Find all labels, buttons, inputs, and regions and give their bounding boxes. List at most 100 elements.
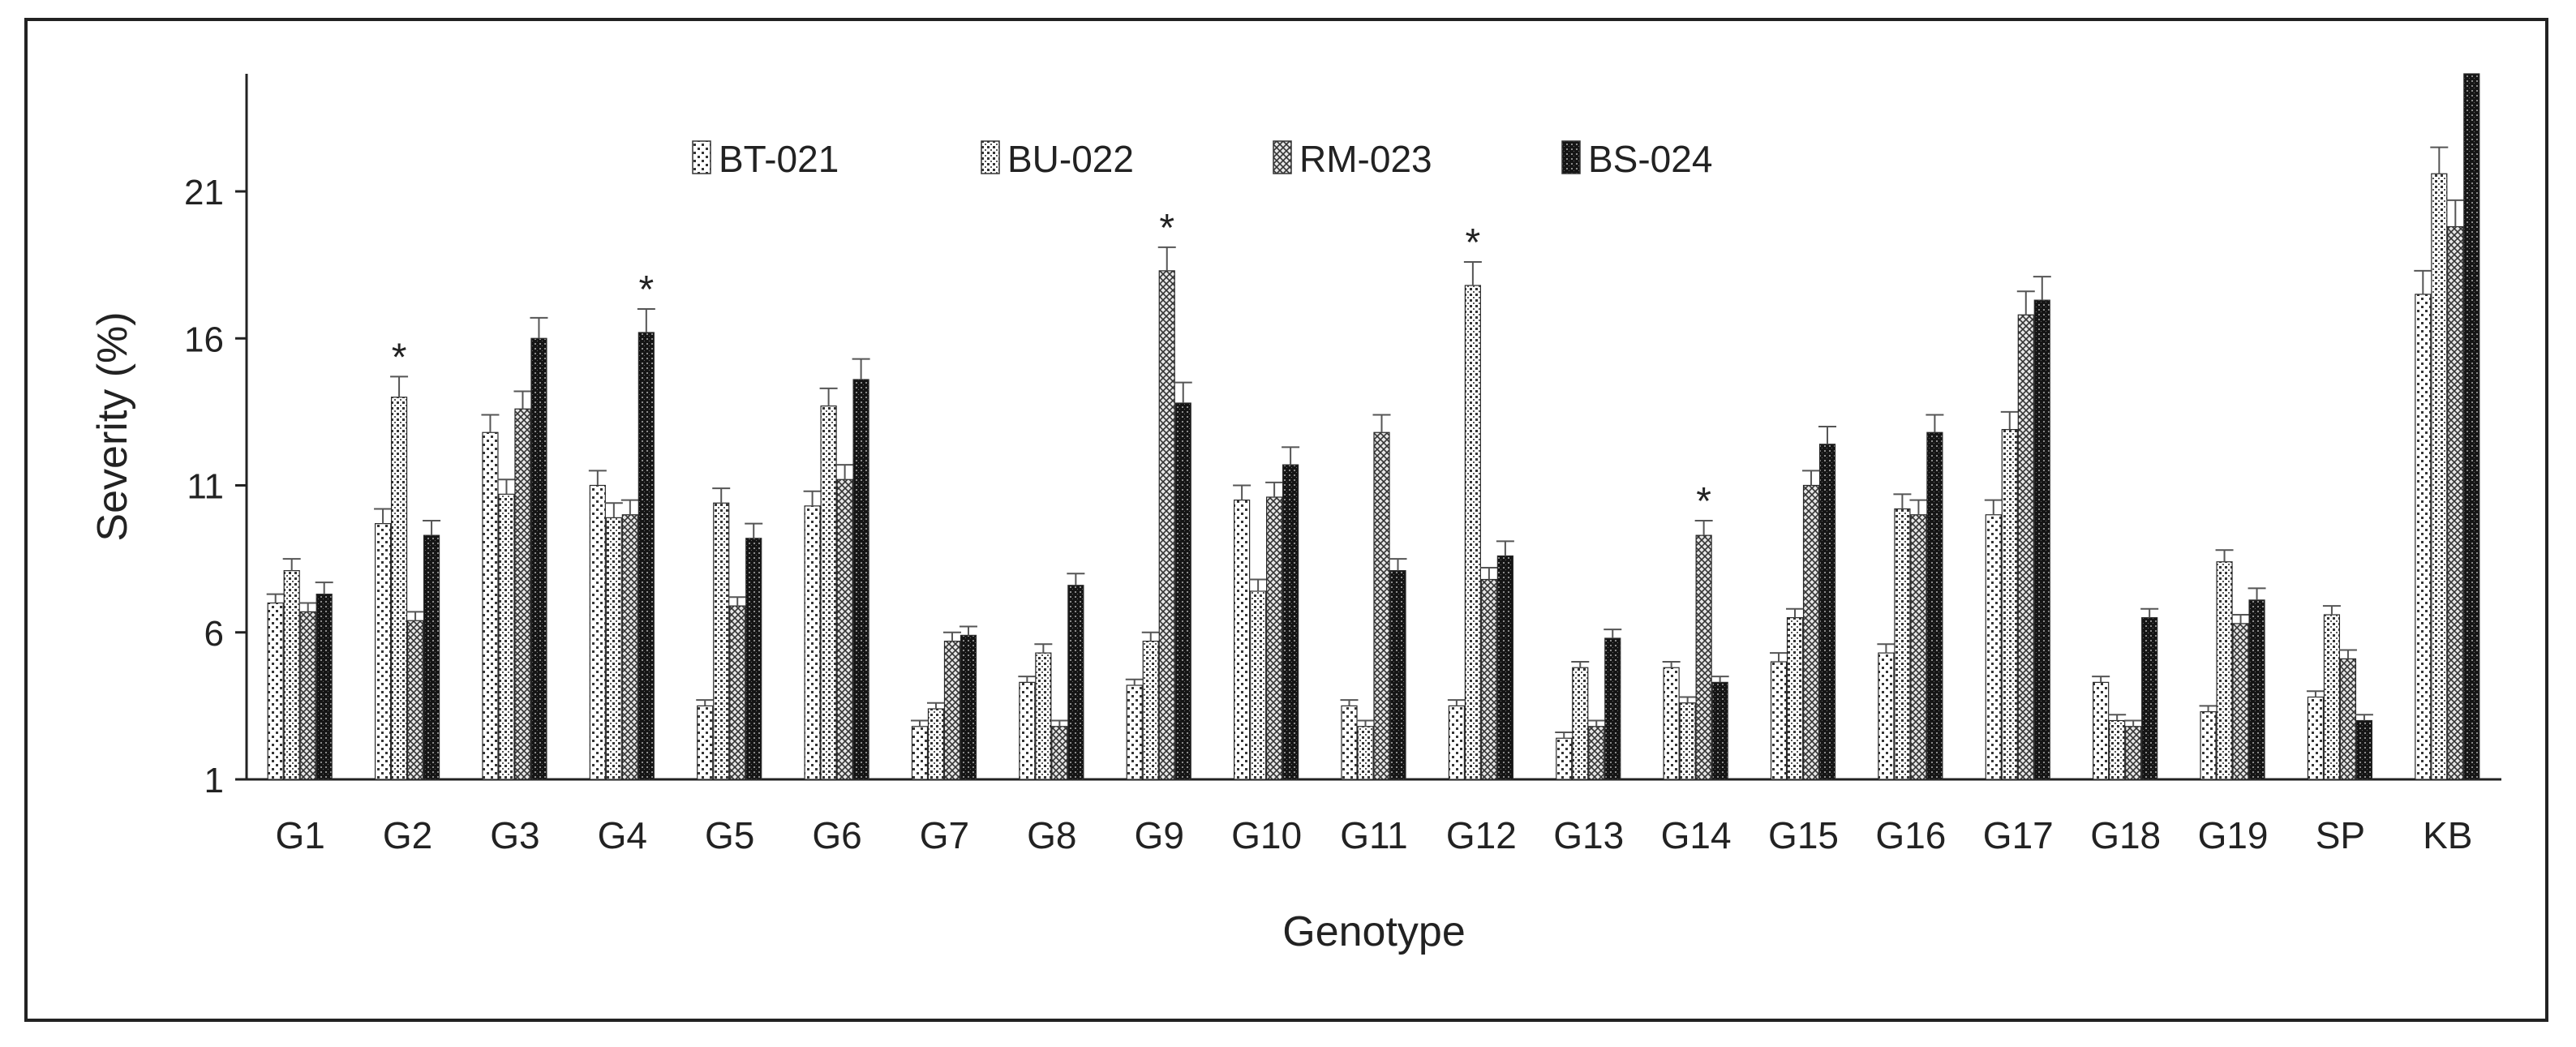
bar-kb-bs-024	[2463, 73, 2480, 780]
bar-g3-rm-023	[514, 408, 531, 780]
bar-g14-bu-022	[1679, 702, 1696, 780]
x-tick-label: G11	[1340, 814, 1408, 856]
legend-swatch	[981, 140, 1000, 174]
bar-g15-rm-023	[1802, 484, 1820, 780]
bar-g1-bu-022	[283, 570, 300, 780]
bar-g12-rm-023	[1480, 578, 1497, 780]
y-tick-label: 1	[204, 761, 224, 800]
legend-item-rm-023: RM-023	[1273, 138, 1432, 180]
bar-g12-bs-024	[1496, 555, 1513, 780]
bar-sp-rm-023	[2339, 658, 2357, 780]
bar-g19-rm-023	[2232, 623, 2249, 780]
legend-item-bt-021: BT-021	[692, 138, 839, 180]
significance-marker: *	[1466, 221, 1481, 264]
bar-g15-bs-024	[1818, 444, 1836, 780]
bar-g19-bs-024	[2248, 599, 2265, 780]
bar-g6-rm-023	[836, 478, 853, 780]
bar-g14-bt-021	[1663, 667, 1680, 780]
bar-g17-bt-021	[1985, 514, 2002, 780]
bar-g5-bs-024	[745, 538, 762, 780]
y-tick-label: 11	[187, 467, 224, 507]
bar-g7-bt-021	[911, 726, 929, 780]
y-axis-title: Severity (%)	[89, 311, 136, 541]
legend-label: RM-023	[1299, 138, 1432, 180]
bar-g13-rm-023	[1588, 726, 1605, 780]
bar-g19-bt-021	[2200, 711, 2217, 780]
bar-g3-bt-021	[482, 431, 499, 780]
bar-g7-bs-024	[960, 634, 977, 780]
bar-sp-bs-024	[2355, 719, 2373, 780]
bar-g2-bt-021	[374, 523, 392, 780]
bar-g11-bt-021	[1341, 705, 1358, 780]
bar-g10-bt-021	[1234, 500, 1251, 780]
bar-g13-bs-024	[1604, 637, 1621, 780]
bar-g7-rm-023	[943, 641, 961, 780]
bar-g2-bu-022	[390, 397, 408, 780]
bar-g15-bt-021	[1770, 661, 1788, 780]
bar-g16-bs-024	[1926, 431, 1943, 780]
bar-g3-bu-022	[498, 493, 515, 780]
y-tick-label: 6	[204, 614, 224, 654]
bar-sp-bu-022	[2323, 614, 2341, 780]
x-tick-label: G12	[1446, 814, 1517, 856]
x-tick-label: G17	[1983, 814, 2054, 856]
x-tick-label: G18	[2090, 814, 2161, 856]
bar-g4-bu-022	[605, 517, 622, 780]
x-tick-label: G7	[920, 814, 969, 856]
legend-label: BT-021	[719, 138, 839, 180]
bar-g8-rm-023	[1051, 726, 1068, 780]
x-tick-label: G5	[705, 814, 754, 856]
bar-g4-bs-024	[638, 332, 655, 780]
bar-g16-rm-023	[1910, 514, 1927, 780]
bar-g16-bt-021	[1878, 652, 1895, 780]
x-tick-label: G2	[383, 814, 432, 856]
bar-g15-bu-022	[1786, 617, 1804, 780]
bar-g11-bs-024	[1389, 570, 1406, 780]
x-tick-label: G10	[1231, 814, 1302, 856]
legend-swatch	[1273, 140, 1292, 174]
bar-g17-bu-022	[2001, 429, 2018, 780]
bar-g16-bu-022	[1894, 508, 1911, 780]
bar-g17-rm-023	[2017, 314, 2034, 780]
bar-g7-bu-022	[927, 708, 945, 780]
bar-g11-bu-022	[1357, 726, 1374, 780]
bar-g17-bs-024	[2033, 299, 2050, 780]
legend-swatch	[692, 140, 711, 174]
y-tick-label: 16	[184, 320, 224, 359]
significance-marker: *	[638, 268, 654, 311]
bar-g12-bu-022	[1464, 285, 1481, 780]
bar-g6-bt-021	[804, 505, 821, 780]
bar-g9-bu-022	[1142, 641, 1159, 780]
x-tick-label: G14	[1661, 814, 1732, 856]
significance-marker: *	[392, 336, 407, 379]
bar-g9-bs-024	[1174, 402, 1191, 780]
bar-g9-rm-023	[1158, 270, 1175, 780]
bar-g3-bs-024	[530, 337, 547, 780]
bar-g18-bs-024	[2141, 617, 2158, 780]
x-axis-title: Genotype	[1282, 908, 1466, 955]
bar-g6-bu-022	[820, 405, 837, 780]
x-axis-ticks: G1 G2 G3 G4 G5 G6 G7 G8 G9 G10 G11 G12 G13 G14 G15 G16 G…	[276, 814, 2473, 856]
x-tick-label: G3	[490, 814, 539, 856]
bar-g13-bt-021	[1556, 737, 1573, 780]
x-tick-label: G6	[812, 814, 861, 856]
x-tick-label: G15	[1768, 814, 1839, 856]
figure-frame: 1 6 11 16 21 * * * * * G1 G2 G3 G4 G5 G6 G7 G8 G9 G10 G11 G…	[24, 18, 2548, 1022]
y-tick-label: 21	[184, 173, 224, 212]
bar-g18-bu-022	[2109, 719, 2126, 780]
bar-g14-rm-023	[1695, 534, 1712, 780]
x-tick-label: G19	[2198, 814, 2269, 856]
bar-g13-bu-022	[1572, 667, 1589, 780]
bar-g2-bs-024	[423, 534, 440, 780]
bar-g10-bu-022	[1250, 590, 1267, 780]
x-tick-label: G4	[598, 814, 647, 856]
bar-g1-bt-021	[267, 602, 284, 780]
bar-g8-bu-022	[1035, 652, 1052, 780]
legend-label: BU-022	[1007, 138, 1134, 180]
x-tick-label: G13	[1553, 814, 1624, 856]
bar-g9-bt-021	[1126, 684, 1143, 780]
bar-g10-rm-023	[1266, 496, 1283, 780]
legend-label: BS-024	[1588, 138, 1712, 180]
bar-g4-rm-023	[621, 514, 638, 780]
x-tick-label: G16	[1875, 814, 1946, 856]
